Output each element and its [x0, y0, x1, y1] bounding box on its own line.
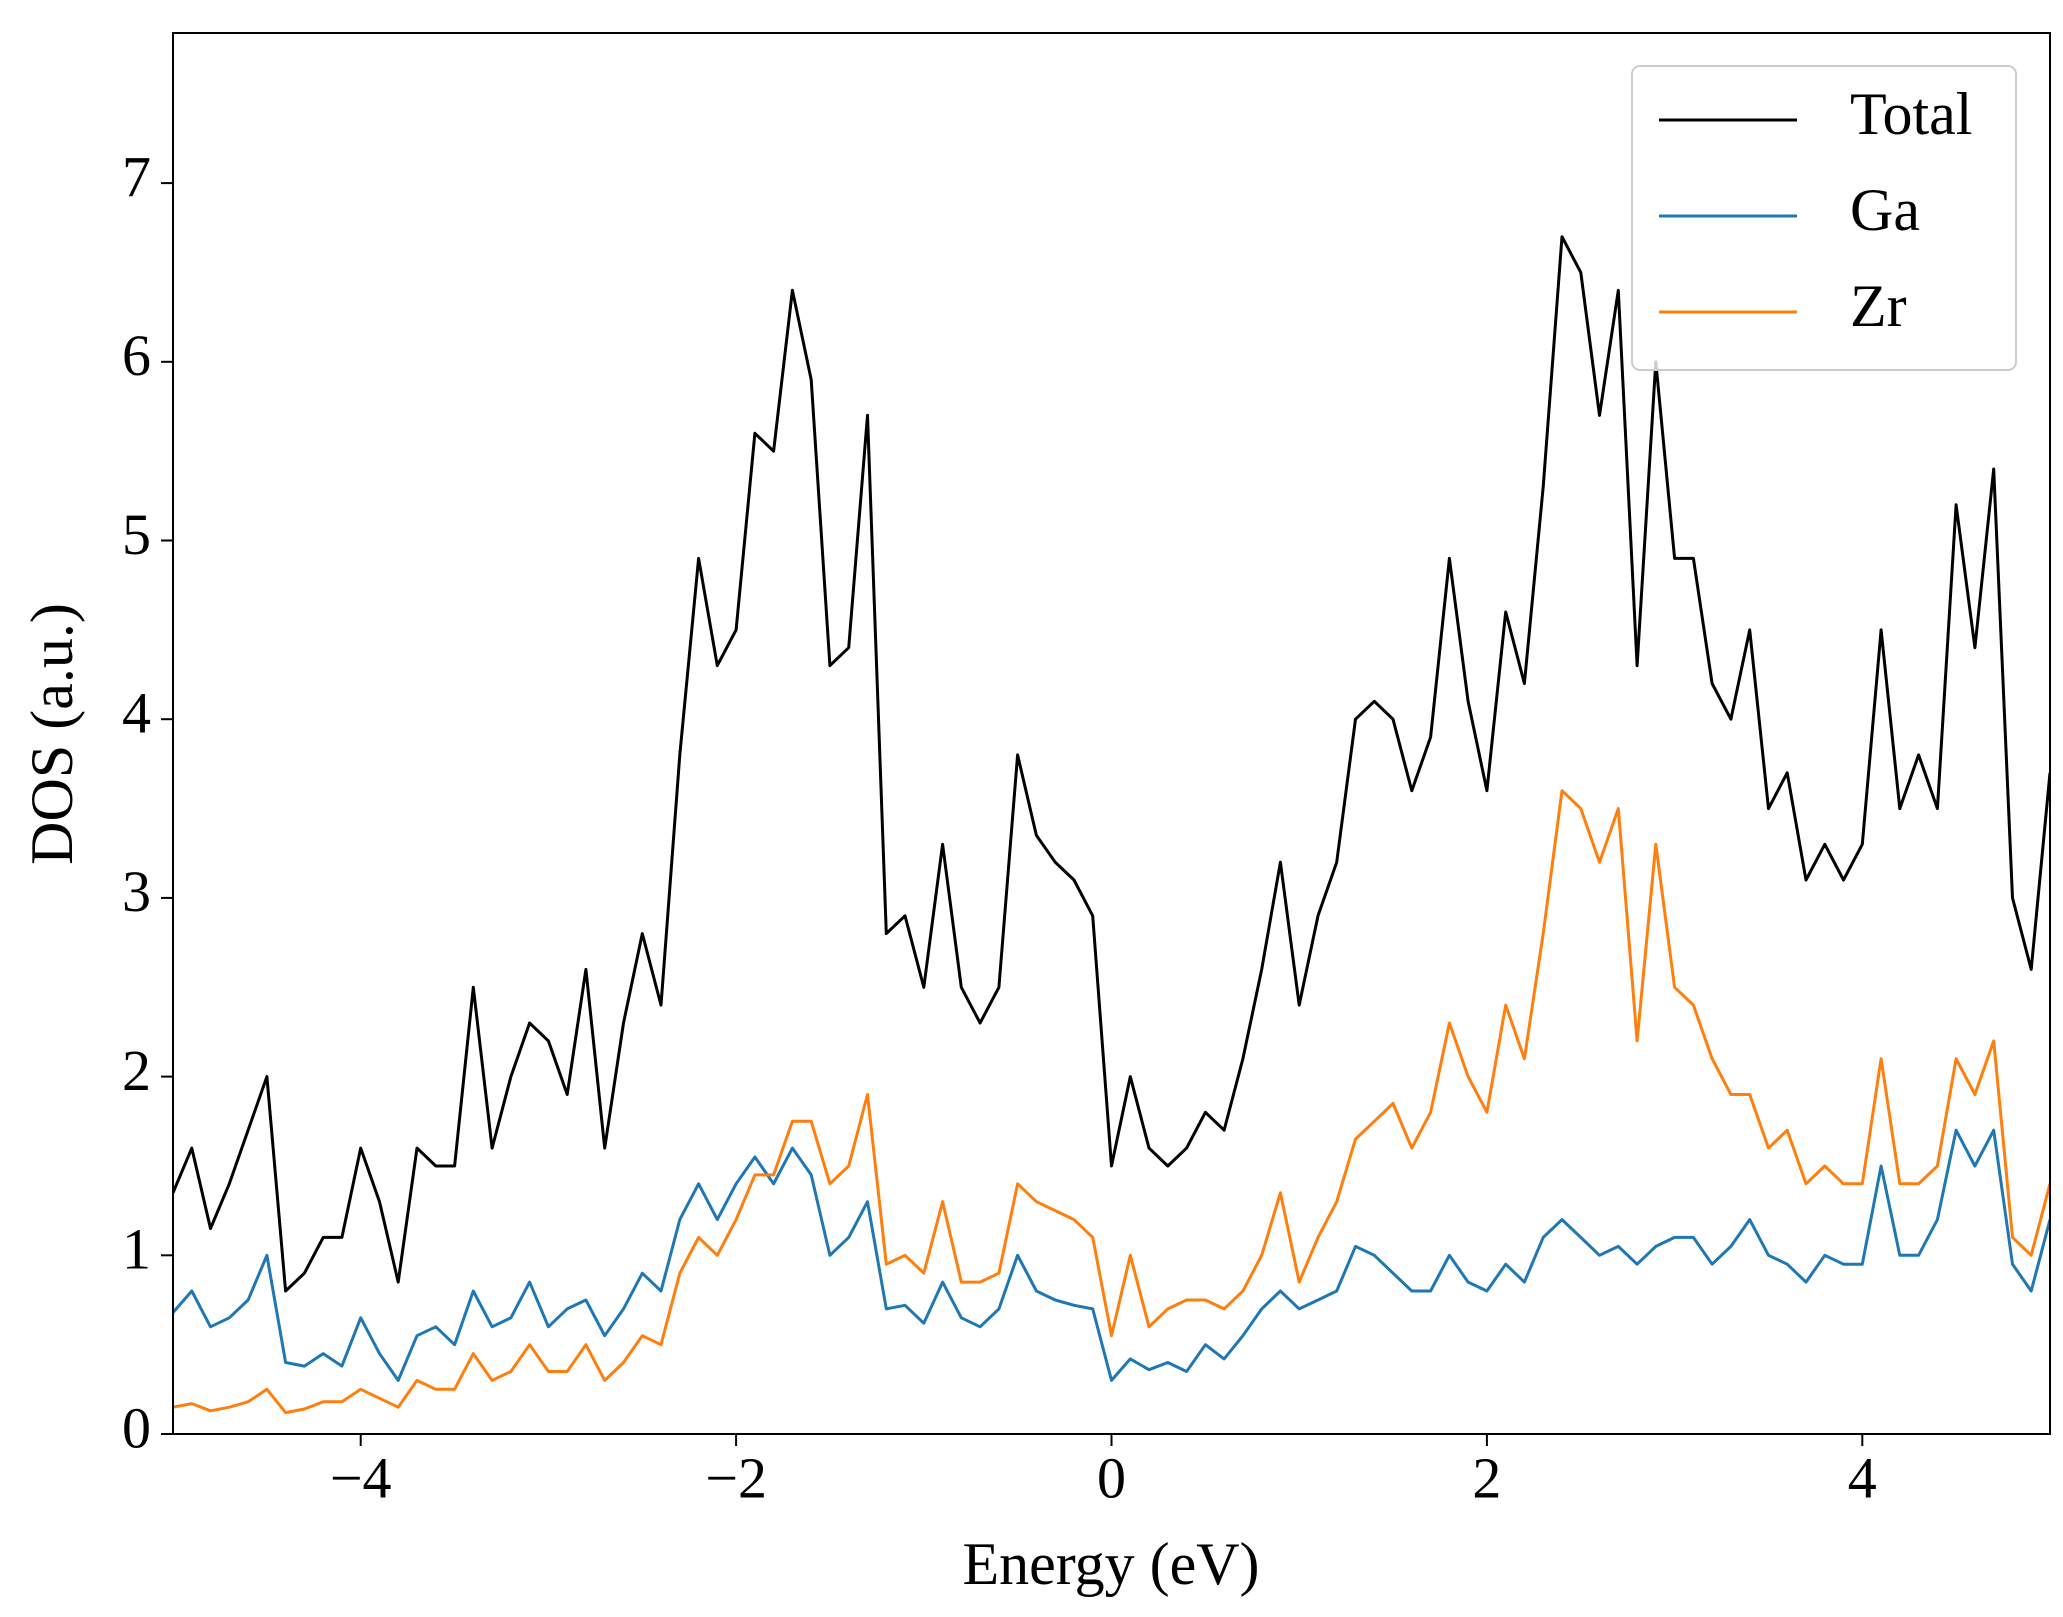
y-tick-label: 0 [122, 1395, 151, 1460]
y-tick-label: 1 [122, 1217, 151, 1282]
y-tick-label: 2 [122, 1038, 151, 1103]
legend-box [1631, 65, 2017, 371]
series-line [173, 235, 2050, 1293]
series-line [173, 789, 2050, 1415]
y-tick-label: 5 [122, 502, 151, 567]
x-tick-label: −2 [705, 1445, 767, 1510]
y-axis-label: DOS (a.u.) [19, 603, 85, 865]
legend-label: Total [1850, 81, 1972, 147]
x-tick-label: 2 [1472, 1445, 1501, 1510]
y-tick-label: 4 [122, 681, 151, 746]
x-axis-label: Energy (eV) [962, 1531, 1259, 1597]
y-tick-label: 7 [122, 144, 151, 209]
legend-label: Zr [1850, 273, 1907, 339]
series-line [173, 1128, 2050, 1382]
plot-frame [172, 32, 2051, 1435]
x-tick-label: −4 [330, 1445, 392, 1510]
legend-label: Ga [1850, 177, 1920, 243]
x-tick-label: 0 [1097, 1445, 1126, 1510]
y-tick-label: 6 [122, 323, 151, 388]
x-tick-label: 4 [1848, 1445, 1877, 1510]
y-tick-label: 3 [122, 859, 151, 924]
